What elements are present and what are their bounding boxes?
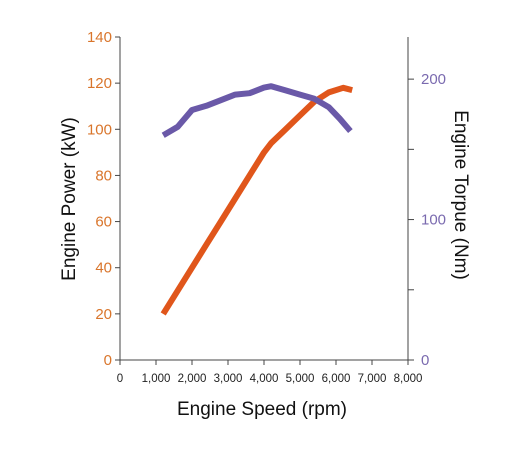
y-left-axis-title: Engine Power (kW) (59, 117, 80, 281)
y-left-tick-label: 0 (104, 352, 112, 369)
y-left-tick-label: 80 (95, 167, 112, 184)
x-tick-label: 3,000 (214, 373, 243, 385)
x-tick-label: 2,000 (178, 373, 207, 385)
y-right-tick-label: 200 (421, 71, 446, 88)
x-tick-label: 4,000 (250, 373, 279, 385)
x-tick-label: 6,000 (322, 373, 351, 385)
tick-marks (115, 36, 414, 365)
y-left-tick-label: 120 (87, 75, 112, 92)
y-left-tick-label: 20 (95, 306, 112, 323)
y-right-axis-title: Engine Torpue (Nm) (450, 110, 471, 280)
power-line (160, 84, 353, 316)
y-left-tick-label: 40 (95, 260, 112, 277)
x-tick-label: 8,000 (394, 373, 423, 385)
x-axis-title: Engine Speed (rpm) (177, 399, 347, 420)
y-left-tick-label: 100 (87, 121, 112, 138)
x-tick-label: 1,000 (142, 373, 171, 385)
y-right-tick-label: 0 (421, 352, 429, 369)
y-left-tick-label: 140 (87, 29, 112, 46)
tick-labels: 0 20 40 60 80 100 120 140 0 100 200 0 1,000 2,000 3,00… (87, 29, 446, 385)
y-right-tick-label: 100 (421, 212, 446, 229)
x-tick-label: 5,000 (286, 373, 315, 385)
series-lines (160, 83, 353, 316)
y-left-tick-label: 60 (95, 214, 112, 231)
x-tick-label: 0 (117, 373, 123, 385)
torque-line (161, 83, 353, 138)
x-tick-label: 7,000 (358, 373, 387, 385)
